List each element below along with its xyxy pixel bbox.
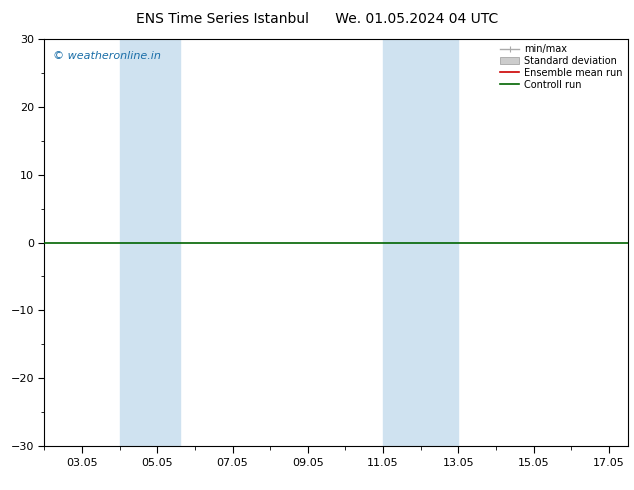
Text: © weatheronline.in: © weatheronline.in [53,51,161,61]
Text: ENS Time Series Istanbul      We. 01.05.2024 04 UTC: ENS Time Series Istanbul We. 01.05.2024 … [136,12,498,26]
Bar [383,39,458,446]
Legend: min/max, Standard deviation, Ensemble mean run, Controll run: min/max, Standard deviation, Ensemble me… [498,42,624,92]
Bar [120,39,180,446]
